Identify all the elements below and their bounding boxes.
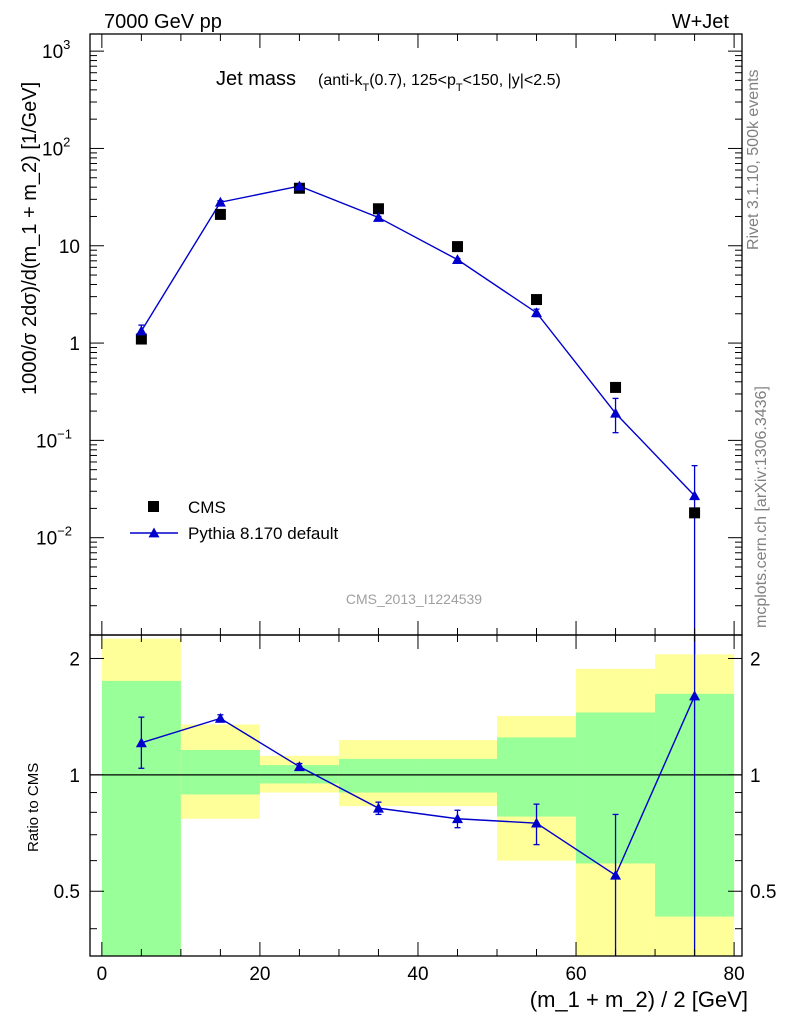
main-y-axis-label: 1000/σ 2dσ)/d(m_1 + m_2) [1/GeV]: [19, 82, 41, 395]
pythia-data-point: [689, 490, 701, 501]
ratio-data-point: [451, 813, 463, 824]
ratio-y-tick-label-right: 0.5: [750, 882, 776, 903]
main-y-tick-label: 10−2: [36, 524, 72, 550]
ratio-green-band: [497, 737, 577, 817]
x-tick-label: 60: [565, 964, 586, 985]
tick-exponent: 3: [63, 37, 70, 52]
ratio-y-tick-label-right: 1: [750, 766, 761, 787]
ratio-data-point: [214, 712, 226, 723]
main-y-tick-label: 10−1: [36, 426, 72, 452]
x-axis-label: (m_1 + m_2) / 2 [GeV]: [530, 987, 748, 1012]
cms-data-point: [214, 208, 226, 220]
ratio-data-point: [531, 817, 543, 828]
legend-pythia-label: Pythia 8.170 default: [188, 524, 339, 543]
tick-exponent: 2: [63, 134, 70, 149]
ratio-data-point: [293, 761, 305, 772]
ratio-bands: [101, 638, 735, 956]
ratio-green-band: [417, 758, 498, 793]
cms-data-point: [610, 381, 622, 393]
pythia-data-point: [293, 180, 305, 191]
ratio-plot-frame: [89, 634, 743, 957]
pythia-data-point: [214, 196, 226, 207]
ratio-data-point: [610, 869, 622, 880]
legend-cms-marker: [148, 501, 159, 512]
main-y-tick-label: 10: [59, 237, 80, 258]
ratio-plot: 0.5 0.51 12 20 20 40 60 80 Ratio to CMS (m_1 + …: [25, 634, 776, 1012]
x-tick-label: 40: [407, 964, 428, 985]
ratio-data-point: [135, 737, 147, 748]
pythia-data-point: [451, 254, 463, 265]
ratio-y-axis-label: Ratio to CMS: [25, 763, 42, 852]
ratio-marks: [135, 635, 701, 956]
main-y-tick-label: 103: [42, 37, 70, 63]
rivet-version-text: Rivet 3.1.10, 500k events: [745, 69, 762, 250]
cms-data-point: [451, 241, 463, 253]
pythia-data-point: [135, 325, 147, 336]
pythia-data-point: [372, 212, 384, 222]
tick-exponent: −2: [57, 524, 72, 539]
main-plot-frame: [89, 33, 743, 636]
pythia-data-point: [610, 407, 622, 418]
mcplots-text: mcplots.cern.ch [arXiv:1306.3436]: [753, 386, 770, 628]
x-tick-label: 80: [724, 964, 745, 985]
ratio-pythia-line: [141, 695, 696, 877]
cms-data-point: [531, 294, 543, 306]
ratio-y-tick-label-right: 2: [750, 649, 761, 670]
pythia-line: [140, 185, 696, 497]
ratio-y-tick-label: 2: [69, 649, 80, 670]
ratio-data-point: [372, 802, 384, 813]
legend-cms-label: CMS: [188, 498, 226, 517]
ratio-data-point: [689, 690, 701, 701]
chart-subtitle: (anti-kT(0.7), 125<pT<150, |y|<2.5): [318, 72, 561, 94]
ratio-y-tick-label: 1: [69, 766, 80, 787]
main-y-tick-label: 1: [69, 334, 80, 355]
legend: CMS Pythia 8.170 default: [130, 498, 339, 543]
tick-exponent: −1: [57, 426, 72, 441]
ratio-green-band: [180, 749, 260, 795]
ratio-y-tick-label: 0.5: [54, 882, 80, 903]
main-marks: [135, 180, 701, 665]
cms-data-point: [689, 507, 701, 519]
cms-data-point: [372, 203, 384, 215]
ratio-axes: 0.5 0.51 12 20 20 40 60 80: [54, 635, 776, 985]
header-left: 7000 GeV pp: [104, 11, 222, 33]
header-right: W+Jet: [672, 11, 730, 33]
chart-title: Jet mass: [216, 68, 296, 90]
cms-data-point: [135, 333, 147, 345]
x-tick-label: 20: [249, 964, 270, 985]
pythia-data-point: [531, 307, 543, 318]
x-tick-label: 0: [97, 964, 108, 985]
legend-pythia-marker: [148, 527, 160, 538]
analysis-watermark: CMS_2013_I1224539: [346, 591, 482, 607]
ratio-green-band: [338, 758, 418, 793]
main-y-tick-label: 102: [42, 134, 70, 160]
